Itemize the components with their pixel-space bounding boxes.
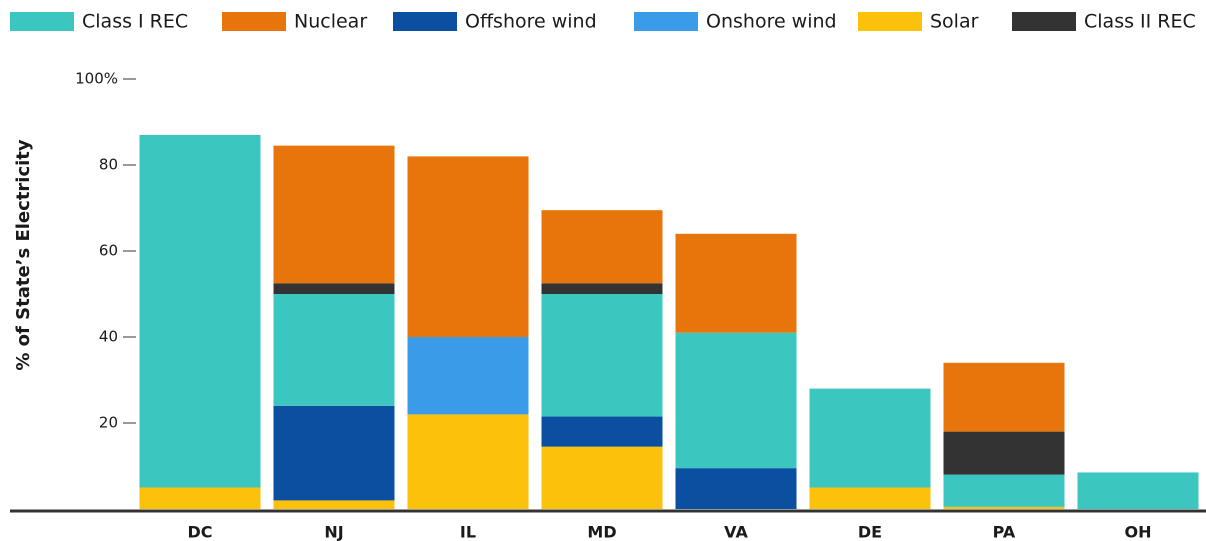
legend-swatch (222, 12, 286, 31)
legend-swatch (1012, 12, 1076, 31)
y-tick-label: 20 (99, 414, 118, 432)
bar-segment (541, 446, 663, 509)
x-tick-label: DE (858, 523, 882, 541)
x-tick-label: NJ (324, 523, 343, 541)
legend-swatch (858, 12, 922, 31)
bar-segment (273, 405, 395, 501)
x-tick-label: PA (993, 523, 1016, 541)
y-axis-label: % of State’s Electricity (13, 139, 34, 371)
bar-segment (675, 233, 797, 333)
bar-segment (943, 431, 1065, 475)
x-tick-label: OH (1125, 523, 1152, 541)
bar-segment (541, 294, 663, 417)
bar-segment (943, 474, 1065, 507)
legend-swatch (10, 12, 74, 31)
legend-swatch (634, 12, 698, 31)
bar-segment (943, 362, 1065, 432)
legend-label: Class II REC (1084, 11, 1196, 33)
legend-swatch (393, 12, 457, 31)
y-tick-label: 80 (99, 156, 118, 174)
bar-segment (541, 283, 663, 294)
x-tick-label: DC (187, 523, 212, 541)
legend-label: Class I REC (82, 11, 188, 33)
legend-label: Offshore wind (465, 11, 597, 33)
bar-segment (273, 145, 395, 284)
bar-segment (407, 414, 529, 509)
bar-segment (273, 283, 395, 294)
x-tick-label: MD (587, 523, 616, 541)
bar-segment (809, 388, 931, 488)
x-tick-label: IL (460, 523, 476, 541)
legend-label: Solar (930, 11, 979, 33)
y-tick-label: 40 (99, 328, 118, 346)
legend-label: Onshore wind (706, 11, 837, 33)
bar-segment (139, 134, 261, 488)
bar-segment (675, 468, 797, 509)
bar-segment (1077, 472, 1199, 509)
legend-label: Nuclear (294, 11, 367, 33)
bar-segment (273, 500, 395, 509)
bar-segment (675, 332, 797, 469)
bar-segment (139, 487, 261, 509)
bar-segment (273, 294, 395, 406)
bar-segment (541, 210, 663, 284)
bar-segment (809, 487, 931, 509)
bar-segment (541, 416, 663, 447)
bar-segment (407, 337, 529, 415)
bar-segment (943, 506, 1065, 509)
y-tick-label: 100% (75, 70, 118, 88)
x-tick-label: VA (724, 523, 748, 541)
y-tick-label: 60 (99, 242, 118, 260)
bar-segment (407, 156, 529, 337)
